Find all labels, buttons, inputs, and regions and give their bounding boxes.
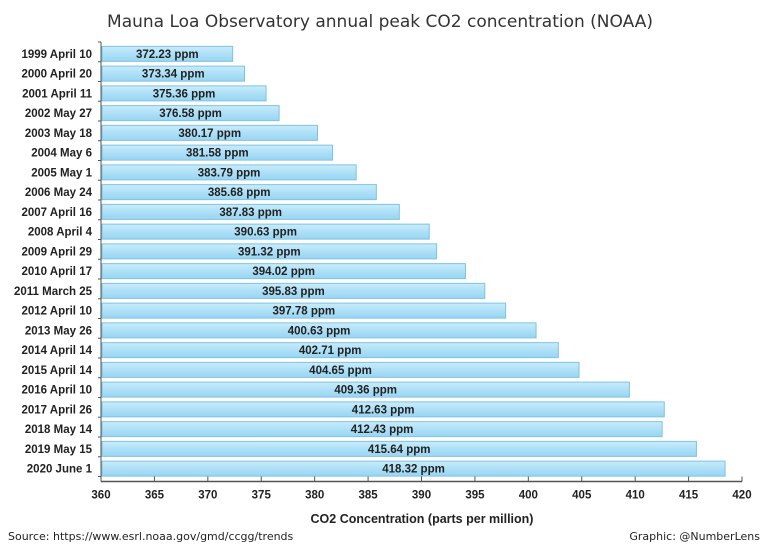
category-label: 2004 May 6 <box>31 148 92 160</box>
x-tick-label: 365 <box>145 490 165 502</box>
category-label: 2014 April 14 <box>21 345 92 357</box>
x-tick-label: 360 <box>91 490 110 502</box>
x-tick-label: 405 <box>572 490 592 502</box>
data-label: 400.63 ppm <box>288 325 351 337</box>
bar <box>101 105 280 122</box>
category-label: 2013 May 26 <box>25 325 92 337</box>
bar <box>101 144 334 161</box>
bar <box>101 460 726 477</box>
category-label: 2000 April 20 <box>21 69 92 81</box>
category-label: 2016 April 10 <box>21 385 92 397</box>
data-label: 391.32 ppm <box>238 246 301 258</box>
data-label: 372.23 ppm <box>136 49 199 61</box>
bar <box>101 342 559 359</box>
data-label: 390.63 ppm <box>234 227 297 239</box>
bar <box>101 381 630 398</box>
category-label: 2017 April 26 <box>21 404 92 416</box>
bar <box>101 203 400 220</box>
x-tick-label: 410 <box>626 490 645 502</box>
x-axis-label: CO2 Concentration (parts per million) <box>311 512 534 526</box>
category-label: 2005 May 1 <box>31 167 92 179</box>
bar <box>101 65 246 82</box>
data-label: 404.65 ppm <box>309 365 372 377</box>
category-label: 2002 May 27 <box>25 108 92 120</box>
bar <box>101 401 665 418</box>
category-label: 2011 March 25 <box>14 286 93 298</box>
graphic-credit: Graphic: @NumberLens <box>629 530 760 543</box>
bar <box>101 184 377 201</box>
category-label: 2009 April 29 <box>21 246 92 258</box>
bar <box>101 85 267 102</box>
category-label: 2003 May 18 <box>25 128 93 140</box>
bar <box>101 322 537 339</box>
category-label: 2010 April 17 <box>21 266 92 278</box>
x-tick-label: 385 <box>358 490 378 502</box>
x-tick-label: 415 <box>679 490 699 502</box>
data-label: 412.63 ppm <box>352 404 415 416</box>
category-label: 2007 April 16 <box>21 207 92 219</box>
category-label: 2008 April 4 <box>28 227 93 239</box>
data-label: 394.02 ppm <box>252 266 315 278</box>
category-label: 2019 May 15 <box>25 444 93 456</box>
data-label: 402.71 ppm <box>299 345 362 357</box>
category-label: 2015 April 14 <box>21 365 92 377</box>
x-tick-label: 390 <box>412 490 431 502</box>
category-label: 1999 April 10 <box>21 49 92 61</box>
category-label: 2001 April 11 <box>22 88 93 100</box>
x-axis: 360 365 370 375 380 385 390 395 400 405 410 415 420 <box>91 41 752 502</box>
bar <box>101 263 466 280</box>
category-label: 2006 May 24 <box>25 187 93 199</box>
bar <box>101 421 663 438</box>
data-label: 397.78 ppm <box>272 306 335 318</box>
category-label: 2018 May 14 <box>25 424 93 436</box>
bar <box>101 124 318 141</box>
data-label: 385.68 ppm <box>208 187 271 199</box>
bar <box>101 361 580 378</box>
bar <box>101 282 486 299</box>
data-label: 376.58 ppm <box>159 108 222 120</box>
data-label: 387.83 ppm <box>219 207 282 219</box>
category-label: 2020 June 1 <box>27 464 93 476</box>
data-label: 412.43 ppm <box>351 424 414 436</box>
data-label: 383.79 ppm <box>198 167 261 179</box>
x-tick-label: 375 <box>252 490 272 502</box>
x-tick-label: 370 <box>198 490 217 502</box>
x-tick-label: 380 <box>305 490 324 502</box>
data-label: 373.34 ppm <box>142 69 205 81</box>
x-tick-label: 420 <box>732 490 751 502</box>
chart-title: Mauna Loa Observatory annual peak CO2 co… <box>107 12 653 32</box>
bar <box>101 45 234 62</box>
data-label: 418.32 ppm <box>382 464 445 476</box>
data-label: 375.36 ppm <box>153 88 216 100</box>
category-label: 2012 April 10 <box>21 306 92 318</box>
data-label: 415.64 ppm <box>368 444 431 456</box>
data-label: 395.83 ppm <box>262 286 325 298</box>
bar <box>101 223 430 240</box>
bar <box>101 164 357 181</box>
x-tick-label: 395 <box>465 490 485 502</box>
bars-group: 1999 April 10 372.23 ppm 2000 April 20 373.… <box>14 45 726 477</box>
x-tick-label: 400 <box>519 490 538 502</box>
data-label: 381.58 ppm <box>186 148 249 160</box>
bar <box>101 302 507 319</box>
data-label: 409.36 ppm <box>334 385 397 397</box>
bar <box>101 440 697 457</box>
bar <box>101 243 438 260</box>
data-label: 380.17 ppm <box>178 128 241 140</box>
source-note: Source: https://www.esrl.noaa.gov/gmd/cc… <box>8 530 294 543</box>
